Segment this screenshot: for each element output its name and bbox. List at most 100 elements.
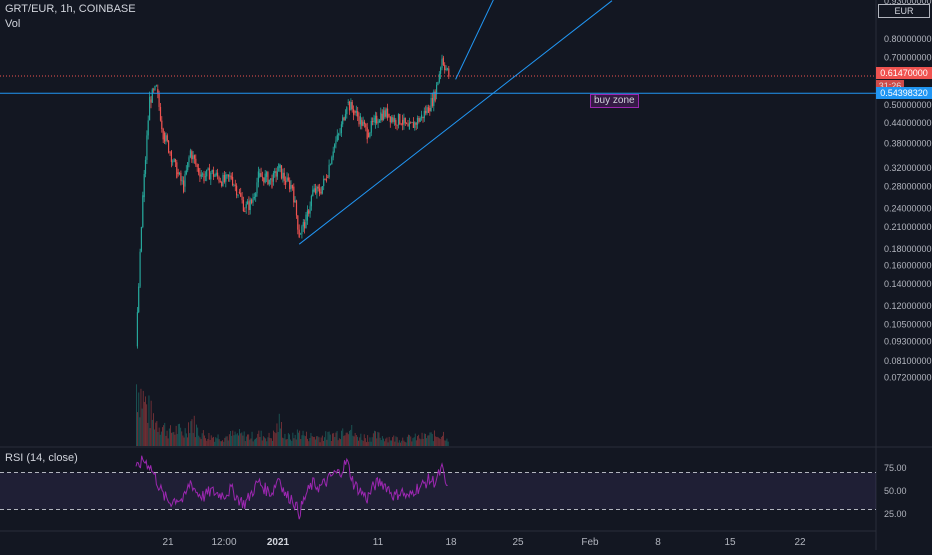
candle-body bbox=[295, 200, 298, 216]
volume-bar bbox=[372, 433, 374, 446]
volume-bar bbox=[343, 435, 345, 446]
volume-bar bbox=[406, 436, 408, 446]
candle-body bbox=[343, 117, 345, 120]
volume-bar bbox=[154, 429, 155, 446]
volume-bar bbox=[157, 432, 159, 446]
volume-bar bbox=[301, 435, 303, 446]
volume-bar bbox=[164, 422, 166, 446]
volume-bar bbox=[320, 437, 322, 446]
volume-bar bbox=[276, 423, 278, 446]
candle-body bbox=[438, 73, 440, 83]
candle-body bbox=[415, 123, 417, 125]
volume-bar bbox=[295, 439, 297, 446]
price-tick-label: 0.80000000 bbox=[884, 34, 932, 44]
volume-bar bbox=[421, 432, 423, 446]
buy-zone-label[interactable]: buy zone bbox=[590, 94, 639, 108]
candle-body bbox=[268, 179, 270, 185]
volume-bar bbox=[428, 435, 430, 446]
candle-body bbox=[374, 115, 376, 123]
volume-bar bbox=[395, 436, 397, 446]
volume-bar bbox=[249, 439, 251, 446]
volume-bar bbox=[189, 433, 191, 446]
volume-bar bbox=[299, 430, 301, 446]
volume-bar bbox=[418, 434, 420, 446]
volume-bar bbox=[442, 435, 443, 446]
candle-body bbox=[359, 116, 361, 125]
volume-bar bbox=[310, 433, 312, 446]
volume-bar bbox=[423, 433, 425, 446]
candle-body bbox=[301, 226, 303, 234]
candle-body bbox=[276, 171, 278, 177]
volume-bar bbox=[326, 439, 328, 446]
volume-bar bbox=[321, 435, 323, 446]
rsi-label[interactable]: RSI (14, close) bbox=[5, 452, 78, 464]
candle-body bbox=[261, 176, 264, 178]
volume-bar bbox=[145, 396, 146, 446]
volume-bar bbox=[397, 442, 399, 446]
candle-body bbox=[430, 98, 432, 112]
candle-body bbox=[448, 68, 450, 77]
currency-button[interactable]: EUR bbox=[878, 4, 930, 18]
candle-body bbox=[414, 122, 416, 128]
volume-bar bbox=[165, 435, 167, 446]
rsi-tick-label: 25.00 bbox=[884, 509, 907, 519]
candle-body bbox=[256, 182, 258, 194]
candle-body bbox=[146, 135, 148, 160]
candle-body bbox=[354, 110, 356, 113]
candle-body bbox=[181, 180, 183, 182]
volume-bar bbox=[179, 423, 180, 446]
candle-body bbox=[245, 204, 247, 209]
candle-body bbox=[327, 176, 329, 178]
candle-body bbox=[316, 186, 318, 194]
volume-bar bbox=[388, 436, 390, 446]
candle-body bbox=[319, 188, 321, 194]
volume-bar bbox=[188, 422, 189, 446]
candle-body bbox=[294, 200, 296, 203]
volume-bar bbox=[147, 422, 149, 446]
candle-body bbox=[147, 120, 149, 136]
candle-body bbox=[385, 108, 387, 117]
volume-bar bbox=[340, 439, 341, 446]
volume-bar bbox=[368, 441, 370, 446]
price-tick-label: 0.32000000 bbox=[884, 163, 932, 173]
volume-bar bbox=[230, 431, 231, 446]
candle-body bbox=[212, 170, 215, 177]
volume-bar bbox=[293, 438, 295, 446]
volume-bar bbox=[270, 438, 272, 446]
volume-label[interactable]: Vol bbox=[5, 18, 21, 30]
volume-bar bbox=[402, 437, 404, 446]
volume-bar bbox=[204, 435, 205, 446]
candle-body bbox=[173, 159, 175, 162]
volume-bar bbox=[308, 441, 310, 446]
candle-body bbox=[211, 170, 213, 173]
volume-bar bbox=[138, 392, 140, 446]
symbol-title[interactable]: GRT/EUR, 1h, COINBASE bbox=[5, 3, 136, 15]
volume-bar bbox=[429, 432, 431, 446]
volume-bar bbox=[361, 439, 363, 446]
volume-bar bbox=[446, 438, 448, 446]
candle-body bbox=[233, 184, 235, 186]
volume-bar bbox=[159, 434, 161, 446]
candle-body bbox=[232, 176, 234, 185]
volume-bar bbox=[342, 428, 344, 446]
volume-bar bbox=[384, 441, 386, 446]
price-axis[interactable]: 0.80000000 0.70000000 0.50000000 0.44000000… bbox=[884, 0, 932, 383]
volume-bar bbox=[335, 432, 337, 446]
candle-body bbox=[274, 171, 276, 173]
volume-bar bbox=[336, 431, 338, 446]
price-tick-label: 0.07200000 bbox=[884, 373, 932, 383]
volume-bar bbox=[323, 441, 324, 446]
volume-bar bbox=[355, 435, 357, 446]
volume-bar bbox=[233, 435, 235, 446]
candle-body bbox=[255, 193, 257, 197]
candle-body bbox=[136, 312, 138, 347]
candle-body bbox=[313, 188, 315, 192]
candle-body bbox=[306, 210, 308, 221]
candle-body bbox=[207, 168, 209, 170]
volume-bar bbox=[327, 431, 329, 446]
candle-body bbox=[365, 124, 367, 128]
candle-body bbox=[174, 159, 176, 163]
candle-body bbox=[142, 195, 144, 228]
candle-body bbox=[384, 110, 386, 117]
